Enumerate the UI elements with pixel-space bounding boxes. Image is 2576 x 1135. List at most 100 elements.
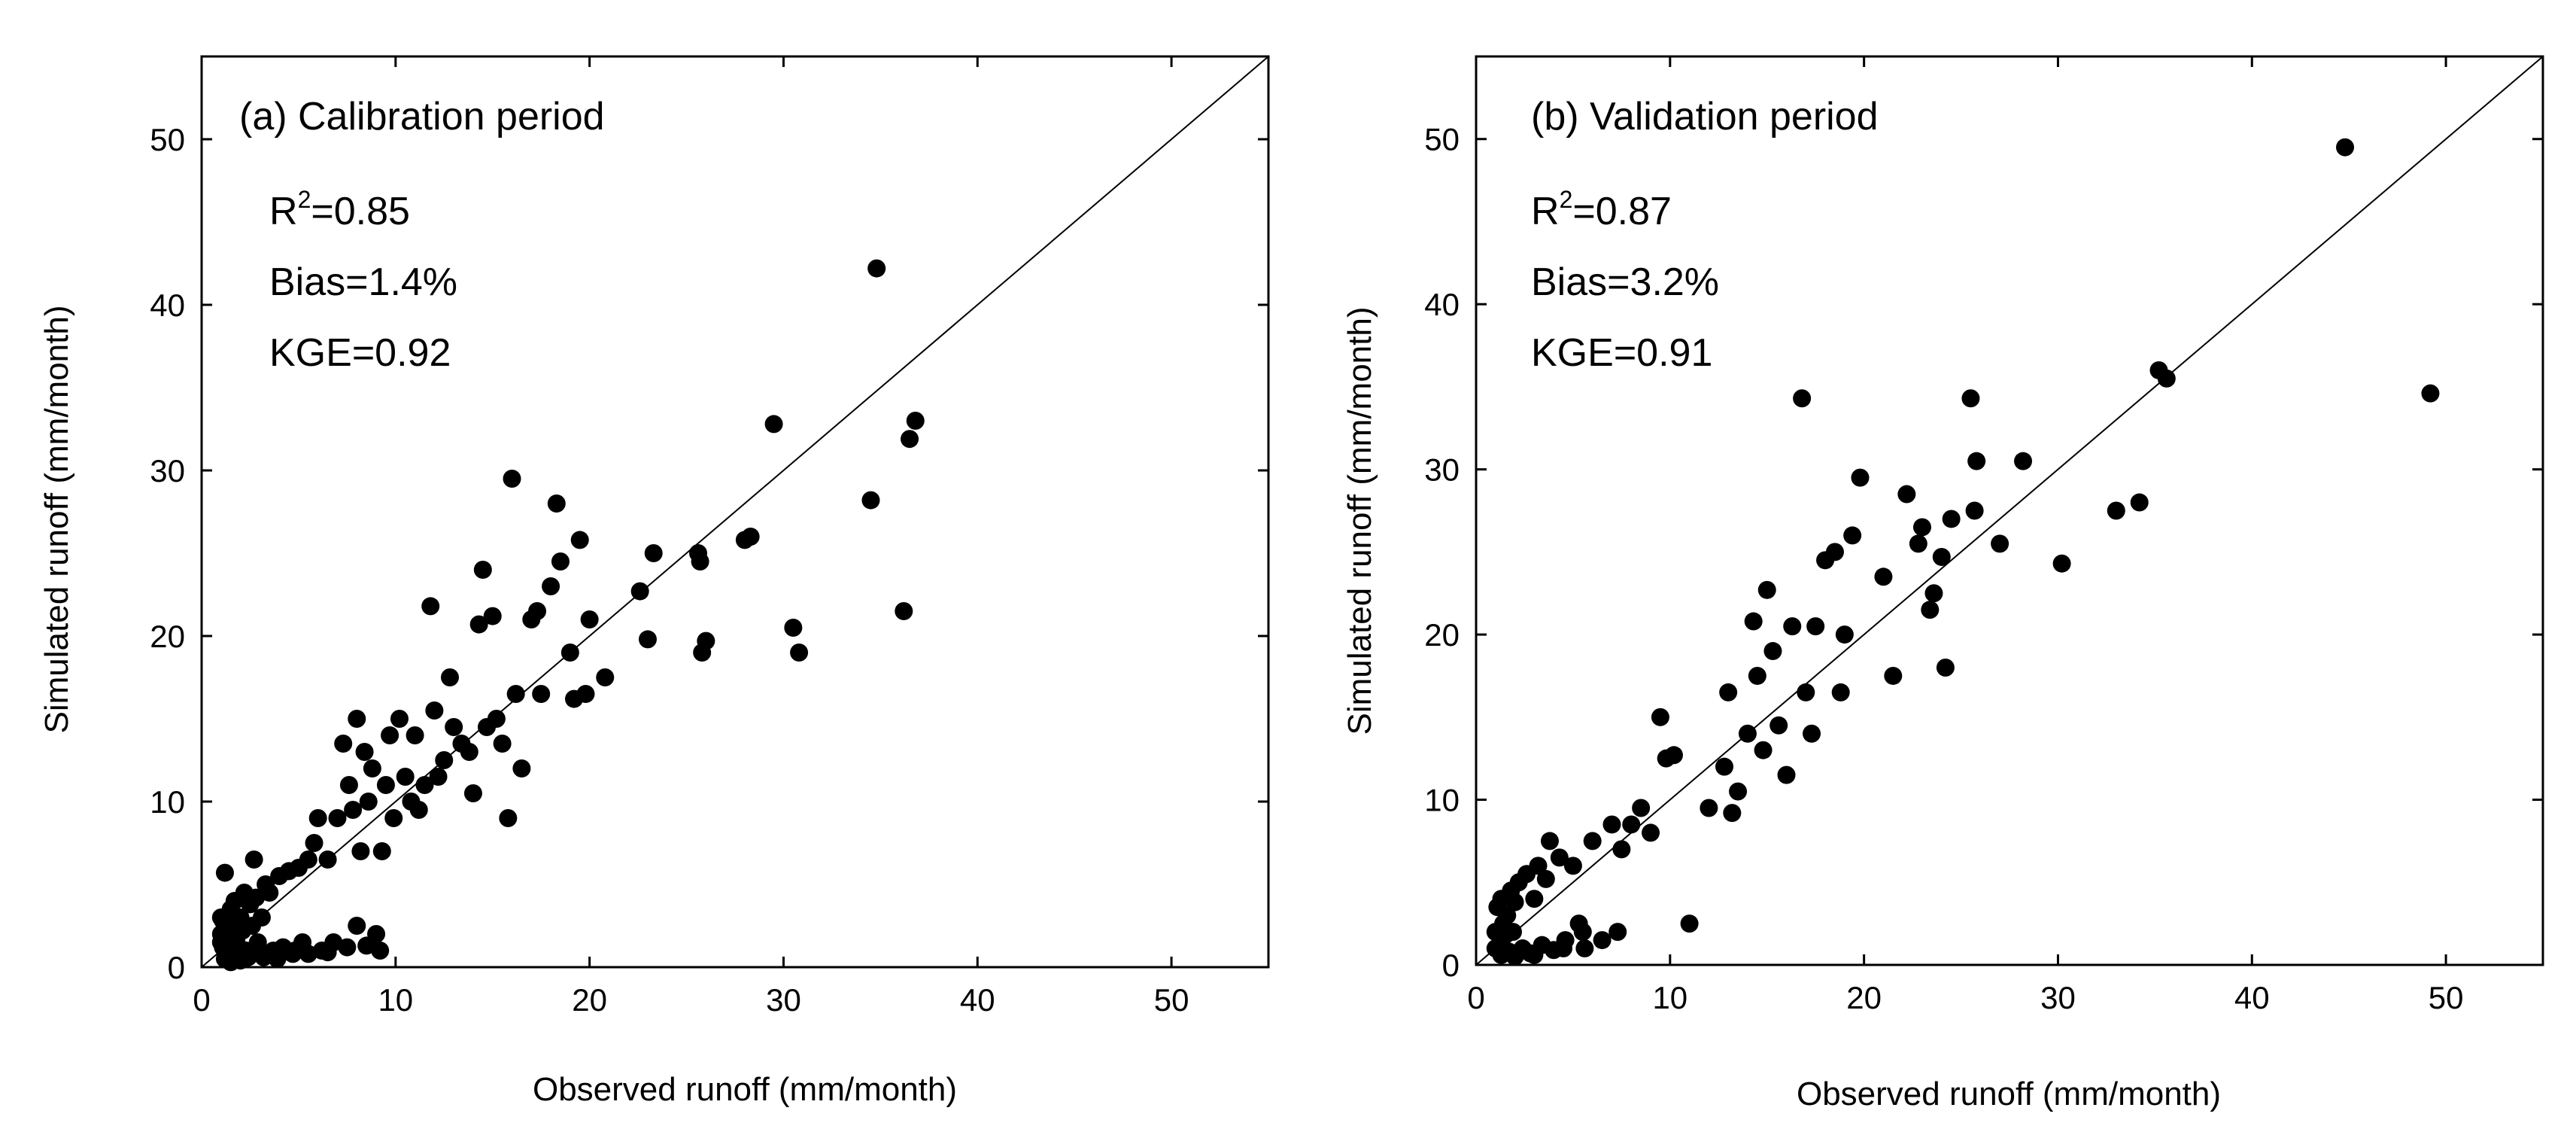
validation-data-point bbox=[1897, 485, 1916, 504]
calibration-data-point bbox=[318, 850, 337, 869]
calibration-data-point bbox=[348, 710, 366, 728]
calibration-y-tick-label: 20 bbox=[150, 619, 185, 654]
validation-data-point bbox=[1965, 501, 1984, 520]
validation-data-point bbox=[1967, 452, 1986, 470]
calibration-data-point bbox=[376, 776, 395, 794]
validation-data-point bbox=[1769, 716, 1788, 735]
calibration-y-tick-label: 10 bbox=[150, 784, 185, 820]
validation-data-point bbox=[1536, 869, 1555, 888]
calibration-data-point bbox=[441, 668, 460, 686]
validation-data-point bbox=[1738, 724, 1757, 743]
calibration-data-point bbox=[215, 863, 234, 882]
validation-data-point bbox=[2157, 369, 2176, 388]
calibration-data-point bbox=[463, 784, 482, 802]
validation-data-point bbox=[1754, 741, 1773, 759]
calibration-y-tick-label: 0 bbox=[168, 950, 185, 985]
validation-data-point bbox=[1806, 617, 1825, 636]
calibration-r2: R2=0.85 bbox=[269, 186, 410, 233]
calibration-data-point bbox=[499, 809, 518, 827]
calibration-data-point bbox=[429, 768, 448, 786]
calibration-data-point bbox=[359, 793, 378, 811]
validation-data-point bbox=[1884, 666, 1903, 685]
calibration-data-point bbox=[532, 685, 551, 703]
validation-x-tick-label: 20 bbox=[1846, 980, 1882, 1015]
validation-data-point bbox=[1777, 765, 1796, 784]
calibration-data-point bbox=[487, 710, 506, 728]
calibration-kge: KGE=0.92 bbox=[269, 331, 451, 375]
calibration-bias: Bias=1.4% bbox=[269, 260, 457, 304]
calibration-data-point bbox=[764, 415, 783, 434]
calibration-data-point bbox=[299, 850, 317, 869]
calibration-data-point bbox=[305, 834, 324, 852]
validation-data-point bbox=[1664, 746, 1683, 765]
calibration-data-point bbox=[334, 735, 353, 753]
calibration-plot-area: 0 10 20 30 40 50 0 10 20 30 40 50 bbox=[150, 55, 1270, 1018]
validation-data-point bbox=[1608, 923, 1627, 942]
calibration-data-point bbox=[460, 743, 478, 761]
validation-data-point bbox=[1744, 612, 1763, 631]
validation-data-point bbox=[1593, 931, 1612, 950]
calibration-data-point bbox=[214, 911, 232, 930]
calibration-data-point bbox=[381, 726, 399, 744]
calibration-data-point bbox=[285, 942, 304, 960]
validation-data-point bbox=[1651, 707, 1669, 726]
calibration-data-point bbox=[415, 776, 434, 794]
calibration-data-point bbox=[570, 531, 589, 549]
validation-plot-area: 0 10 20 30 40 50 0 10 20 30 40 50 bbox=[1424, 55, 2544, 1015]
validation-data-point bbox=[1540, 832, 1559, 850]
calibration-one-to-one-line bbox=[201, 56, 1269, 968]
calibration-data-point bbox=[691, 552, 709, 571]
validation-data-point bbox=[1912, 518, 1931, 537]
validation-y-tick-label: 0 bbox=[1442, 948, 1460, 983]
calibration-x-tick-label: 30 bbox=[766, 982, 801, 1018]
calibration-data-point bbox=[344, 801, 363, 819]
calibration-x-tick-label: 0 bbox=[193, 982, 210, 1018]
validation-data-point bbox=[1602, 815, 1621, 834]
validation-data-point bbox=[1961, 389, 1980, 408]
validation-x-tick-label: 0 bbox=[1467, 980, 1484, 1015]
validation-data-point bbox=[1729, 782, 1748, 801]
calibration-data-point bbox=[384, 809, 403, 827]
validation-data-point bbox=[1835, 625, 1854, 644]
validation-data-point bbox=[1492, 945, 1511, 964]
calibration-data-point bbox=[348, 917, 366, 935]
validation-data-point bbox=[1525, 945, 1544, 964]
validation-x-tick-label: 50 bbox=[2429, 980, 2464, 1015]
calibration-data-point bbox=[372, 842, 391, 860]
validation-data-point bbox=[1642, 823, 1660, 842]
validation-data-point bbox=[1632, 799, 1651, 817]
calibration-data-point bbox=[390, 710, 409, 728]
validation-data-point bbox=[1783, 617, 1802, 636]
validation-one-to-one-line bbox=[1475, 56, 2544, 966]
validation-data-point bbox=[1942, 510, 1961, 528]
validation-data-point bbox=[1803, 724, 1821, 743]
validation-data-point bbox=[1757, 580, 1776, 599]
validation-y-tick-label: 20 bbox=[1424, 617, 1460, 653]
validation-y-tick-label: 40 bbox=[1424, 287, 1460, 322]
calibration-data-point bbox=[363, 759, 381, 777]
validation-data-point bbox=[1719, 683, 1738, 701]
calibration-data-point bbox=[503, 470, 521, 488]
calibration-data-point bbox=[247, 888, 266, 907]
calibration-y-tick-label: 40 bbox=[150, 288, 185, 323]
calibration-data-point bbox=[638, 630, 657, 649]
calibration-data-point bbox=[338, 938, 357, 957]
calibration-data-point bbox=[483, 607, 502, 625]
validation-data-point bbox=[2130, 493, 2149, 512]
validation-data-point bbox=[1793, 389, 1812, 408]
calibration-data-point bbox=[580, 610, 599, 628]
calibration-data-point bbox=[790, 644, 809, 662]
validation-y-tick-label: 50 bbox=[1424, 122, 1460, 157]
calibration-data-point bbox=[493, 735, 512, 753]
calibration-data-point bbox=[861, 491, 880, 510]
calibration-data-point bbox=[512, 759, 531, 777]
calibration-data-point bbox=[252, 908, 271, 927]
validation-data-point bbox=[1797, 683, 1815, 701]
validation-data-point bbox=[1583, 832, 1602, 850]
calibration-data-point bbox=[308, 809, 327, 827]
calibration-data-point bbox=[254, 948, 273, 966]
validation-data-point bbox=[1874, 568, 1893, 586]
calibration-data-point bbox=[867, 259, 886, 278]
calibration-data-point bbox=[351, 842, 370, 860]
